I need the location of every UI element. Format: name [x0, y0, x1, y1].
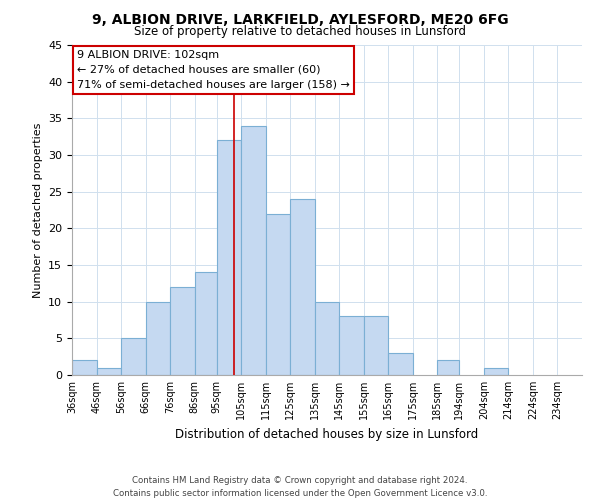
Bar [266, 214, 290, 375]
Bar [437, 360, 460, 375]
Bar [194, 272, 217, 375]
Bar [121, 338, 146, 375]
Text: 9 ALBION DRIVE: 102sqm
← 27% of detached houses are smaller (60)
71% of semi-det: 9 ALBION DRIVE: 102sqm ← 27% of detached… [77, 50, 350, 90]
Bar [364, 316, 388, 375]
Bar [241, 126, 266, 375]
Bar [217, 140, 241, 375]
Bar [146, 302, 170, 375]
Y-axis label: Number of detached properties: Number of detached properties [32, 122, 43, 298]
X-axis label: Distribution of detached houses by size in Lunsford: Distribution of detached houses by size … [175, 428, 479, 440]
Bar [72, 360, 97, 375]
Bar [170, 287, 194, 375]
Bar [97, 368, 121, 375]
Bar [388, 353, 413, 375]
Bar [290, 199, 315, 375]
Bar [484, 368, 508, 375]
Bar [339, 316, 364, 375]
Text: 9, ALBION DRIVE, LARKFIELD, AYLESFORD, ME20 6FG: 9, ALBION DRIVE, LARKFIELD, AYLESFORD, M… [92, 12, 508, 26]
Text: Contains HM Land Registry data © Crown copyright and database right 2024.
Contai: Contains HM Land Registry data © Crown c… [113, 476, 487, 498]
Text: Size of property relative to detached houses in Lunsford: Size of property relative to detached ho… [134, 25, 466, 38]
Bar [315, 302, 339, 375]
